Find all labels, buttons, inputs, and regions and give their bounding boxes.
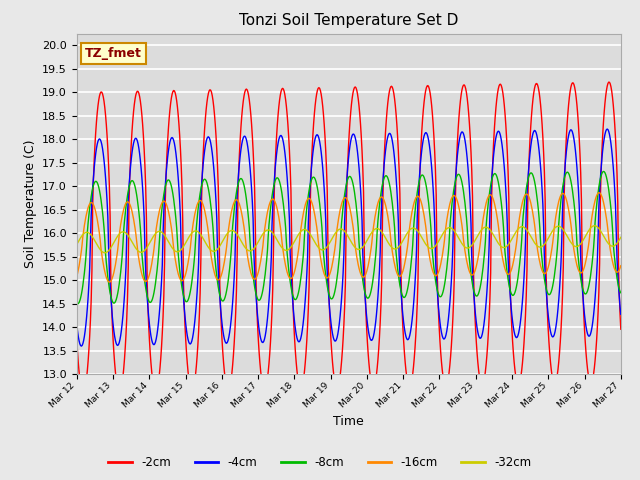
Y-axis label: Soil Temperature (C): Soil Temperature (C) [24, 140, 36, 268]
Title: Tonzi Soil Temperature Set D: Tonzi Soil Temperature Set D [239, 13, 458, 28]
Text: TZ_fmet: TZ_fmet [85, 47, 142, 60]
X-axis label: Time: Time [333, 415, 364, 428]
Legend: -2cm, -4cm, -8cm, -16cm, -32cm: -2cm, -4cm, -8cm, -16cm, -32cm [104, 452, 536, 474]
